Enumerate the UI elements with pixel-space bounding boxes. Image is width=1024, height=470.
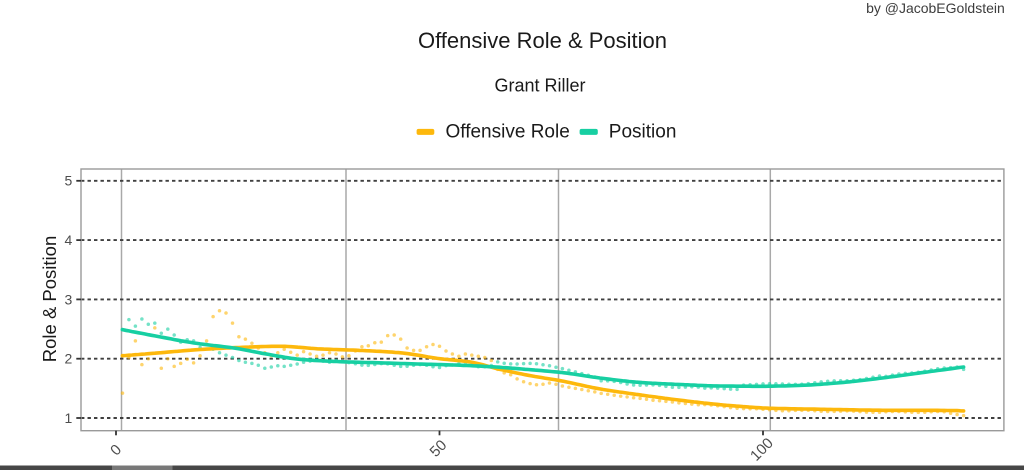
svg-text:3: 3 (65, 291, 73, 307)
svg-text:50: 50 (427, 437, 451, 461)
svg-text:0: 0 (107, 441, 125, 459)
svg-text:2: 2 (65, 351, 73, 367)
svg-text:4: 4 (65, 232, 73, 248)
svg-text:100: 100 (747, 435, 777, 465)
svg-text:1: 1 (65, 410, 73, 426)
svg-text:5: 5 (65, 173, 73, 189)
svg-text:Offensive Role: Offensive Role (446, 122, 570, 143)
svg-text:Grant Riller: Grant Riller (494, 76, 585, 96)
svg-text:by @JacobEGoldstein: by @JacobEGoldstein (866, 0, 1005, 16)
svg-text:Role & Position: Role & Position (39, 236, 60, 362)
svg-text:Position: Position (609, 122, 677, 143)
svg-text:Offensive Role & Position: Offensive Role & Position (418, 28, 667, 53)
